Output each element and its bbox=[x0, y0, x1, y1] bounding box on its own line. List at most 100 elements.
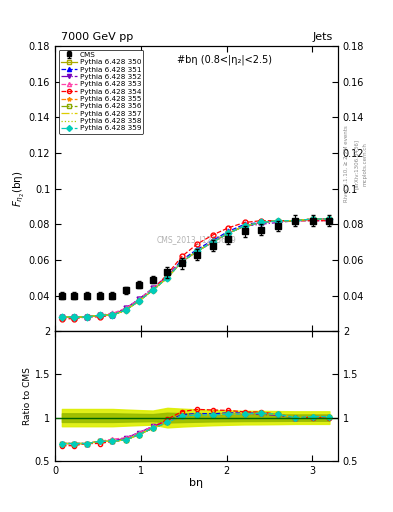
Pythia 6.428 356 bbox=[293, 218, 298, 224]
Pythia 6.428 359 bbox=[195, 248, 200, 254]
Pythia 6.428 350 bbox=[180, 259, 184, 265]
Pythia 6.428 359 bbox=[226, 230, 231, 236]
Line: Pythia 6.428 352: Pythia 6.428 352 bbox=[59, 218, 332, 319]
Pythia 6.428 356 bbox=[97, 312, 102, 318]
Y-axis label: Ratio to CMS: Ratio to CMS bbox=[23, 367, 32, 425]
Pythia 6.428 355 bbox=[259, 220, 263, 226]
Line: Pythia 6.428 357: Pythia 6.428 357 bbox=[62, 219, 329, 317]
Pythia 6.428 355 bbox=[124, 307, 129, 313]
Pythia 6.428 356 bbox=[275, 218, 280, 224]
Pythia 6.428 359 bbox=[165, 274, 170, 281]
Pythia 6.428 353 bbox=[137, 296, 141, 302]
Pythia 6.428 351 bbox=[124, 305, 129, 311]
Pythia 6.428 353 bbox=[180, 259, 184, 265]
Pythia 6.428 351 bbox=[259, 220, 263, 226]
Pythia 6.428 352 bbox=[124, 305, 129, 311]
Pythia 6.428 351 bbox=[226, 228, 231, 234]
Pythia 6.428 354 bbox=[327, 218, 332, 224]
Pythia 6.428 350 bbox=[226, 230, 231, 236]
Pythia 6.428 355 bbox=[195, 248, 200, 254]
Pythia 6.428 359 bbox=[151, 287, 155, 293]
Pythia 6.428 355 bbox=[275, 218, 280, 224]
Pythia 6.428 356 bbox=[242, 223, 247, 229]
Pythia 6.428 353 bbox=[242, 223, 247, 229]
Pythia 6.428 351 bbox=[327, 216, 332, 222]
Line: Pythia 6.428 351: Pythia 6.428 351 bbox=[59, 217, 332, 319]
Pythia 6.428 350 bbox=[210, 239, 215, 245]
Pythia 6.428 350 bbox=[275, 218, 280, 224]
Pythia 6.428 354 bbox=[151, 287, 155, 293]
Pythia 6.428 359 bbox=[259, 220, 263, 226]
Pythia 6.428 358 bbox=[210, 239, 215, 245]
Pythia 6.428 358 bbox=[59, 314, 64, 320]
Pythia 6.428 352 bbox=[195, 248, 200, 254]
Pythia 6.428 357 bbox=[259, 220, 263, 226]
Pythia 6.428 352 bbox=[72, 314, 76, 320]
Pythia 6.428 359 bbox=[180, 259, 184, 265]
Pythia 6.428 358 bbox=[110, 312, 115, 318]
Text: mcplots.cern.ch: mcplots.cern.ch bbox=[363, 142, 368, 186]
Line: Pythia 6.428 354: Pythia 6.428 354 bbox=[59, 218, 332, 321]
Pythia 6.428 354 bbox=[259, 218, 263, 224]
Pythia 6.428 358 bbox=[151, 287, 155, 293]
Pythia 6.428 358 bbox=[137, 298, 141, 304]
Pythia 6.428 359 bbox=[97, 312, 102, 318]
Pythia 6.428 355 bbox=[151, 287, 155, 293]
Pythia 6.428 356 bbox=[124, 307, 129, 313]
Pythia 6.428 351 bbox=[151, 285, 155, 291]
Pythia 6.428 355 bbox=[72, 314, 76, 320]
Pythia 6.428 356 bbox=[110, 312, 115, 318]
Pythia 6.428 357 bbox=[242, 223, 247, 229]
Pythia 6.428 352 bbox=[165, 273, 170, 279]
Pythia 6.428 359 bbox=[72, 314, 76, 320]
Pythia 6.428 359 bbox=[84, 314, 89, 320]
Pythia 6.428 351 bbox=[97, 312, 102, 318]
Pythia 6.428 353 bbox=[293, 218, 298, 224]
Pythia 6.428 351 bbox=[137, 296, 141, 302]
Pythia 6.428 356 bbox=[327, 216, 332, 222]
Pythia 6.428 352 bbox=[210, 239, 215, 245]
Pythia 6.428 359 bbox=[311, 216, 316, 222]
Text: [arXiv:1306.3436]: [arXiv:1306.3436] bbox=[354, 139, 359, 189]
Pythia 6.428 353 bbox=[124, 305, 129, 311]
Pythia 6.428 351 bbox=[110, 312, 115, 318]
Pythia 6.428 351 bbox=[59, 314, 64, 320]
Pythia 6.428 358 bbox=[72, 314, 76, 320]
Pythia 6.428 353 bbox=[84, 314, 89, 320]
Pythia 6.428 352 bbox=[259, 221, 263, 227]
Pythia 6.428 357 bbox=[124, 307, 129, 313]
Text: Rivet 3.1.10, ≥ 2.7M events: Rivet 3.1.10, ≥ 2.7M events bbox=[344, 125, 349, 202]
Pythia 6.428 357 bbox=[165, 274, 170, 281]
Pythia 6.428 355 bbox=[210, 239, 215, 245]
Pythia 6.428 358 bbox=[275, 218, 280, 224]
Pythia 6.428 357 bbox=[226, 230, 231, 236]
Pythia 6.428 350 bbox=[165, 274, 170, 281]
Pythia 6.428 358 bbox=[165, 274, 170, 281]
Pythia 6.428 358 bbox=[226, 230, 231, 236]
Pythia 6.428 350 bbox=[259, 220, 263, 226]
Pythia 6.428 356 bbox=[311, 216, 316, 222]
Pythia 6.428 354 bbox=[311, 218, 316, 224]
Pythia 6.428 355 bbox=[293, 218, 298, 224]
Pythia 6.428 353 bbox=[151, 285, 155, 291]
Pythia 6.428 357 bbox=[151, 287, 155, 293]
Pythia 6.428 359 bbox=[124, 307, 129, 313]
Line: Pythia 6.428 358: Pythia 6.428 358 bbox=[62, 219, 329, 317]
Pythia 6.428 357 bbox=[275, 218, 280, 224]
Pythia 6.428 352 bbox=[327, 218, 332, 224]
Pythia 6.428 350 bbox=[110, 312, 115, 318]
Pythia 6.428 358 bbox=[124, 307, 129, 313]
Pythia 6.428 358 bbox=[311, 216, 316, 222]
Line: Pythia 6.428 356: Pythia 6.428 356 bbox=[59, 217, 332, 319]
Pythia 6.428 351 bbox=[72, 314, 76, 320]
Pythia 6.428 356 bbox=[72, 314, 76, 320]
Pythia 6.428 350 bbox=[242, 223, 247, 229]
Pythia 6.428 350 bbox=[59, 314, 64, 320]
Pythia 6.428 352 bbox=[137, 296, 141, 302]
Pythia 6.428 356 bbox=[151, 287, 155, 293]
Pythia 6.428 353 bbox=[165, 273, 170, 279]
Pythia 6.428 354 bbox=[180, 253, 184, 260]
Y-axis label: $F_{\eta_2}$(bη): $F_{\eta_2}$(bη) bbox=[11, 170, 26, 207]
Pythia 6.428 351 bbox=[165, 273, 170, 279]
Pythia 6.428 355 bbox=[226, 230, 231, 236]
